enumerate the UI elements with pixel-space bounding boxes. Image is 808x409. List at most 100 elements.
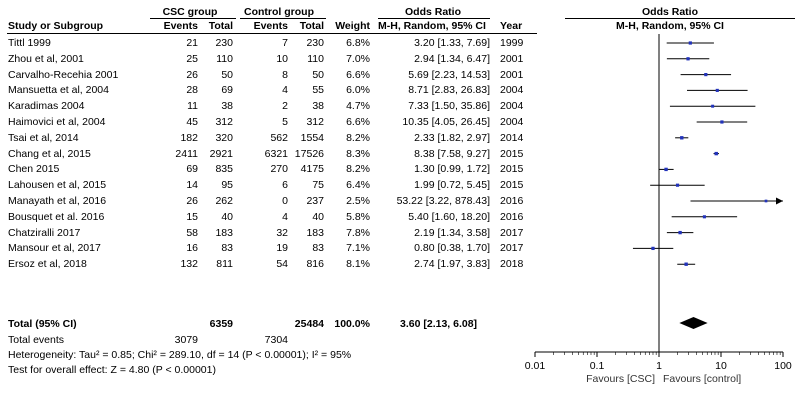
events-1: 182 [180, 131, 198, 144]
weight: 6.8% [346, 37, 370, 49]
events-1: 45 [186, 116, 198, 128]
year: 2001 [500, 68, 524, 81]
year: 2016 [500, 195, 524, 207]
study-point [688, 41, 692, 45]
total-1: 69 [221, 84, 233, 97]
odds-ratio-ci: 7.33 [1.50, 35.86] [408, 100, 490, 113]
total-2: 110 [307, 52, 324, 65]
study-name: Mansuetta et al, 2004 [8, 84, 109, 97]
events-1: 2411 [175, 147, 198, 160]
year: 2014 [500, 131, 524, 144]
total-2: 38 [312, 100, 324, 113]
study-name: Ersoz et al, 2018 [8, 258, 87, 271]
col-total-1: Total [208, 20, 233, 32]
study-name: Chatziralli 2017 [8, 226, 81, 239]
study-point [702, 215, 706, 219]
total-2: 4175 [300, 163, 324, 176]
year: 2004 [500, 116, 524, 128]
pooled-diamond [679, 317, 708, 329]
study-point [675, 183, 680, 187]
study-name: Bousquet et al. 2016 [8, 210, 105, 223]
total-2: 55 [312, 84, 324, 97]
col-method: M-H, Random, 95% CI [378, 20, 486, 32]
odds-ratio-ci: 10.35 [4.05, 26.45] [402, 116, 490, 128]
odds-ratio-ci: 2.74 [1.97, 3.83] [414, 258, 490, 271]
total-2: 816 [306, 258, 324, 271]
events-2: 32 [276, 226, 288, 239]
total-1: 38 [221, 100, 233, 113]
study-name: Haimovici et al, 2004 [8, 116, 106, 128]
study-name: Karadimas 2004 [8, 100, 85, 113]
weight: 4.7% [346, 100, 370, 113]
year: 2017 [500, 242, 524, 255]
events-2: 6 [282, 179, 288, 192]
total-1: 40 [221, 210, 233, 223]
group1-header: CSC group [162, 6, 218, 18]
effect-rule [378, 18, 490, 19]
odds-ratio-ci: 8.71 [2.83, 26.83] [408, 84, 490, 97]
odds-ratio-ci: 5.69 [2.23, 14.53] [408, 68, 490, 81]
weight: 8.1% [346, 258, 370, 271]
odds-ratio-ci: 5.40 [1.60, 18.20] [408, 210, 490, 223]
total-n1: 6359 [209, 318, 233, 330]
total-2: 50 [312, 68, 324, 81]
events-2: 54 [276, 258, 288, 271]
col-study: Study or Subgroup [8, 20, 104, 32]
total-1: 230 [215, 37, 233, 49]
study-point [680, 136, 684, 140]
study-point [714, 151, 718, 156]
events-1: 21 [186, 37, 198, 49]
study-name: Mansour et al, 2017 [8, 242, 101, 255]
events-2: 19 [276, 242, 288, 255]
study-name: Tittl 1999 [8, 37, 51, 49]
favours-right-label: Favours [control] [663, 373, 741, 385]
weight: 5.8% [346, 210, 370, 223]
total-label: Total (95% CI) [8, 318, 77, 330]
odds-ratio-ci: 2.94 [1.34, 6.47] [414, 52, 490, 65]
heterogeneity-text: Heterogeneity: Tau² = 0.85; Chi² = 289.1… [8, 349, 352, 361]
plot-rule [565, 18, 795, 19]
total-1: 262 [215, 195, 233, 207]
study-name: Chang et al, 2015 [8, 147, 91, 160]
events-2: 5 [282, 116, 288, 128]
study-name: Chen 2015 [8, 163, 60, 176]
effect-title: Odds Ratio [404, 6, 461, 18]
study-point [686, 57, 690, 61]
year: 2018 [500, 258, 524, 271]
events-1: 26 [186, 195, 198, 207]
year: 2015 [500, 163, 524, 176]
total-1: 811 [216, 258, 233, 271]
col-year: Year [500, 20, 523, 32]
events-2: 4 [282, 84, 288, 97]
study-name: Manayath et al, 2016 [8, 195, 107, 207]
study-name: Zhou et al, 2001 [8, 52, 84, 65]
odds-ratio-ci: 2.19 [1.34, 3.58] [414, 226, 490, 239]
study-point [684, 262, 688, 266]
events-1: 58 [186, 226, 198, 239]
events-2: 6321 [264, 147, 288, 160]
weight: 6.4% [346, 179, 370, 192]
odds-ratio-ci: 53.22 [3.22, 878.43] [396, 195, 490, 207]
col-total-2: Total [299, 20, 324, 32]
total-1: 835 [215, 163, 233, 176]
year: 1999 [500, 37, 524, 49]
total-n2: 25484 [294, 318, 324, 330]
total-events-2: 7304 [264, 334, 288, 346]
weight: 6.0% [346, 84, 370, 97]
total-1: 312 [215, 116, 233, 128]
study-point [764, 199, 768, 203]
study-point [678, 230, 682, 235]
study-point [664, 167, 668, 172]
total-2: 230 [306, 37, 324, 49]
study-point [720, 120, 724, 124]
events-2: 10 [276, 52, 288, 65]
events-2: 4 [282, 210, 288, 223]
header-rule [7, 33, 537, 34]
total-2: 17526 [294, 147, 324, 160]
total-2: 183 [306, 226, 324, 239]
odds-ratio-ci: 8.38 [7.58, 9.27] [414, 147, 490, 160]
total-1: 320 [215, 131, 233, 144]
weight: 6.6% [346, 68, 370, 81]
x-tick-label: 0.01 [525, 360, 546, 372]
